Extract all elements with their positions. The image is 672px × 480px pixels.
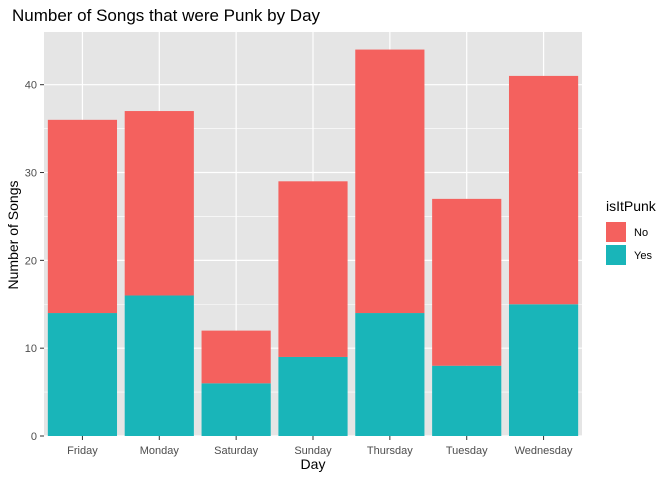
bar-tuesday-no: [432, 198, 502, 366]
y-axis-title: Number of Songs: [5, 181, 21, 290]
legend-key-yes: [606, 245, 626, 265]
y-axis: 0 10 20 30 40: [25, 80, 44, 443]
x-tick-label: Sunday: [294, 445, 332, 457]
bar-saturday-no: [201, 330, 271, 384]
x-tick-label: Wednesday: [515, 445, 573, 457]
y-tick-label: 10: [25, 343, 37, 355]
bar-thursday-yes: [355, 313, 425, 436]
bar-saturday-yes: [201, 383, 271, 436]
bar-wednesday-no: [508, 75, 579, 305]
x-tick-label: Saturday: [214, 445, 259, 457]
y-tick-label: 0: [31, 431, 37, 443]
bar-sunday-yes: [278, 356, 348, 436]
y-tick-label: 20: [25, 255, 37, 267]
bar-wednesday-yes: [508, 304, 579, 436]
legend: isItPunk No Yes: [606, 198, 657, 265]
legend-label-yes: Yes: [634, 250, 652, 262]
bars: [47, 49, 579, 436]
x-axis-title: Day: [301, 456, 326, 472]
x-axis: Friday Monday Saturday Sunday Thursday Tuesda…: [67, 436, 573, 457]
legend-label-no: No: [634, 227, 648, 239]
bar-tuesday-yes: [432, 365, 502, 436]
y-tick-label: 30: [25, 168, 37, 180]
y-tick-label: 40: [25, 80, 37, 92]
bar-sunday-no: [278, 181, 348, 357]
legend-key-no: [606, 222, 626, 242]
legend-title: isItPunk: [606, 198, 657, 214]
chart-title: Number of Songs that were Punk by Day: [12, 6, 321, 25]
bar-monday-yes: [124, 295, 194, 436]
x-tick-label: Monday: [140, 445, 180, 457]
bar-monday-no: [124, 111, 194, 296]
bar-friday-no: [47, 119, 118, 314]
x-tick-label: Thursday: [367, 445, 413, 457]
bar-friday-yes: [47, 313, 118, 436]
bar-thursday-no: [355, 49, 425, 314]
x-tick-label: Friday: [67, 445, 98, 457]
x-tick-label: Tuesday: [446, 445, 488, 457]
